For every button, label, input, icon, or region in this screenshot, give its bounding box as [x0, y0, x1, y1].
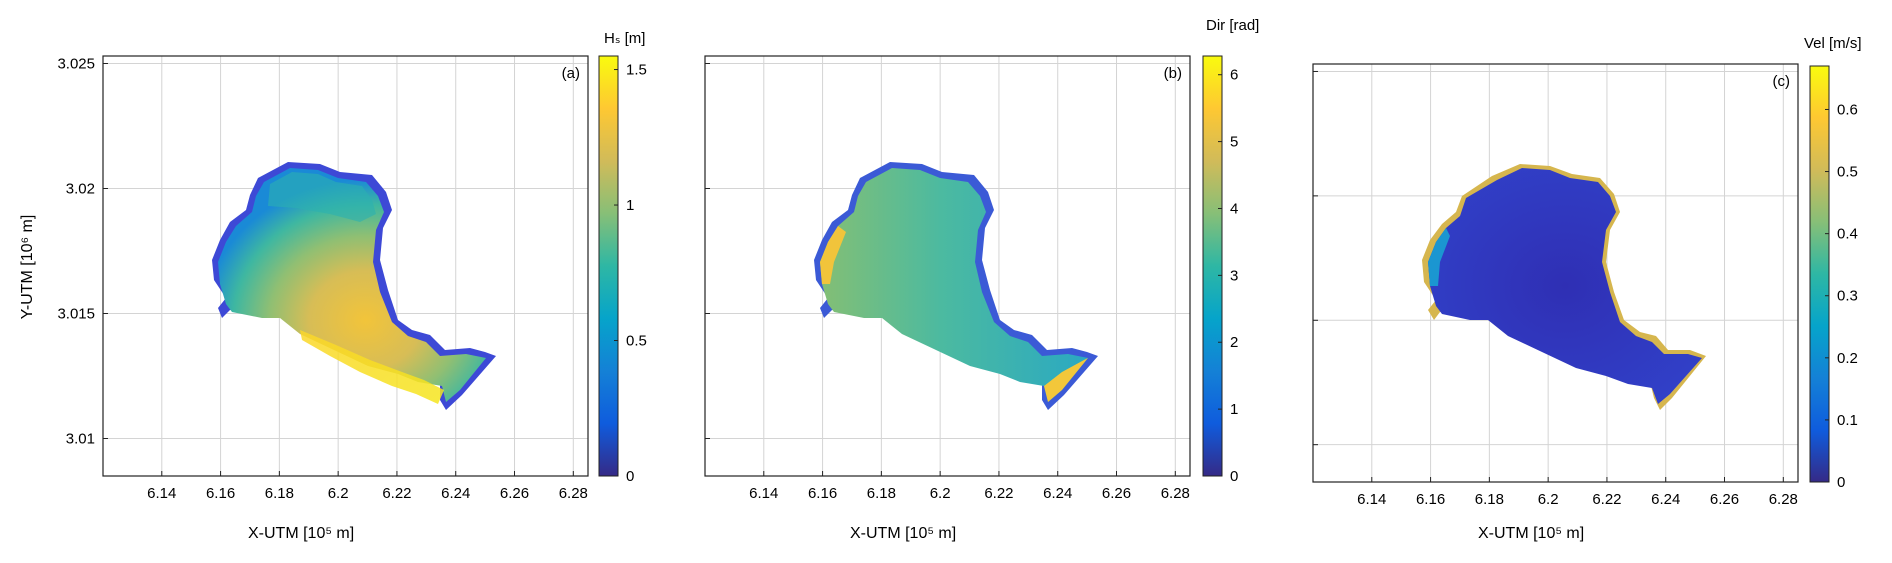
- x-tick-label: 6.24: [1043, 485, 1072, 502]
- colorbar-tick-label: 0.1: [1837, 412, 1858, 429]
- x-tick-label: 6.18: [265, 485, 294, 502]
- x-tick-label: 6.22: [984, 485, 1013, 502]
- colorbar-tick-label: 0.5: [626, 333, 647, 350]
- panel-label: (b): [1164, 65, 1182, 82]
- x-tick-label: 6.18: [867, 485, 896, 502]
- colorbar-tick-label: 4: [1230, 200, 1238, 217]
- panel-c: (c) 6.14 6.16 6.18 6.2 6.22 6.24 6.26 6.28 Vel …: [1312, 35, 1862, 508]
- panel-label: (a): [562, 65, 580, 82]
- x-tick-label: 6.22: [382, 485, 411, 502]
- colorbar-tick-label: 1.5: [626, 62, 647, 79]
- southeast-lobe: [300, 330, 444, 404]
- panel-b: (b) 6.14 6.16 6.18 6.2 6.22 6.24 6.26 6.28 Dir …: [704, 17, 1259, 502]
- x-tick-label: 6.16: [1416, 491, 1445, 508]
- y-tick-label: 3.01: [66, 431, 95, 448]
- colorbar-tick-label: 1: [626, 197, 634, 214]
- x-tick-label: 6.26: [500, 485, 529, 502]
- southeast-lobe: [1044, 358, 1088, 402]
- colorbar-tick-label: 0.3: [1837, 288, 1858, 305]
- colorbar-ticks: 0 0.1 0.2 0.3 0.4 0.5 0.6: [1825, 101, 1858, 491]
- x-tick-label: 6.18: [1475, 491, 1504, 508]
- colorbar: [598, 55, 619, 477]
- x-tick-label: 6.26: [1102, 485, 1131, 502]
- colorbar-tick-label: 1: [1230, 401, 1238, 418]
- wave-direction-field: [814, 162, 1098, 410]
- x-axis-label-a: X-UTM [10⁵ m]: [248, 525, 354, 542]
- colorbar: [1202, 55, 1223, 477]
- x-tick-label: 6.24: [1651, 491, 1680, 508]
- colorbar-tick-label: 0.5: [1837, 164, 1858, 181]
- velocity-field: [1422, 164, 1706, 410]
- grid-lines: [103, 56, 588, 476]
- y-tick-label: 3.025: [57, 56, 95, 73]
- x-axis-label-c: X-UTM [10⁵ m]: [1478, 525, 1584, 542]
- axes-box: [1312, 63, 1799, 483]
- colorbar-tick-label: 0.6: [1837, 101, 1858, 118]
- axes-box: [102, 55, 589, 477]
- west-shore-highlight: [820, 226, 846, 284]
- x-tick-label: 6.26: [1710, 491, 1739, 508]
- lake-interior: [820, 168, 1088, 402]
- colorbar-tick-label: 6: [1230, 67, 1238, 84]
- wave-height-field: [212, 162, 496, 410]
- colorbar-tick-label: 0.2: [1837, 350, 1858, 367]
- x-tick-label: 6.16: [206, 485, 235, 502]
- x-tick-label: 6.14: [147, 485, 176, 502]
- north-low-zone: [268, 172, 376, 222]
- x-tick-label: 6.2: [1538, 491, 1559, 508]
- x-tick-label: 6.14: [1357, 491, 1386, 508]
- colorbar-label: Vel [m/s]: [1804, 35, 1862, 52]
- colorbar-ticks: 0 1 2 3 4 5 6: [1218, 67, 1238, 485]
- colorbar: [1809, 65, 1830, 483]
- axis-ticks: 6.14 6.16 6.18 6.2 6.22 6.24 6.26 6.28 3.01 3.015…: [57, 56, 587, 503]
- x-tick-label: 6.14: [749, 485, 778, 502]
- panel-a: (a) 6.14 6.16 6.18 6.2 6.22 6.24 6.26 6.28 3.01 3…: [57, 30, 646, 502]
- colorbar-tick-label: 0: [626, 468, 634, 485]
- y-tick-label: 3.015: [57, 306, 95, 323]
- colorbar-tick-label: 0: [1837, 474, 1845, 491]
- colorbar-label: Hₛ [m]: [604, 30, 645, 47]
- lake-interior: [1428, 168, 1702, 404]
- colorbar-tick-label: 0.4: [1837, 226, 1858, 243]
- x-tick-label: 6.24: [441, 485, 470, 502]
- colorbar-tick-label: 5: [1230, 134, 1238, 151]
- axis-ticks: 6.14 6.16 6.18 6.2 6.22 6.24 6.26 6.28: [1313, 70, 1798, 508]
- x-tick-label: 6.16: [808, 485, 837, 502]
- x-axis-label-b: X-UTM [10⁵ m]: [850, 525, 956, 542]
- x-tick-label: 6.2: [328, 485, 349, 502]
- x-tick-label: 6.22: [1592, 491, 1621, 508]
- x-tick-label: 6.28: [559, 485, 588, 502]
- colorbar-tick-label: 2: [1230, 334, 1238, 351]
- colorbar-label: Dir [rad]: [1206, 17, 1259, 34]
- x-tick-label: 6.2: [930, 485, 951, 502]
- axis-ticks: 6.14 6.16 6.18 6.2 6.22 6.24 6.26 6.28: [705, 63, 1190, 502]
- axes-box: [704, 55, 1191, 477]
- x-tick-label: 6.28: [1161, 485, 1190, 502]
- lake-interior: [218, 168, 486, 402]
- colorbar-ticks: 0 0.5 1 1.5: [614, 62, 647, 485]
- colorbar-tick-label: 0: [1230, 468, 1238, 485]
- shore-gradient: [1428, 228, 1450, 286]
- x-tick-label: 6.28: [1769, 491, 1798, 508]
- y-axis-label: Y-UTM [10⁶ m]: [19, 215, 36, 320]
- colorbar-tick-label: 3: [1230, 267, 1238, 284]
- y-tick-label: 3.02: [66, 181, 95, 198]
- panel-label: (c): [1773, 73, 1791, 90]
